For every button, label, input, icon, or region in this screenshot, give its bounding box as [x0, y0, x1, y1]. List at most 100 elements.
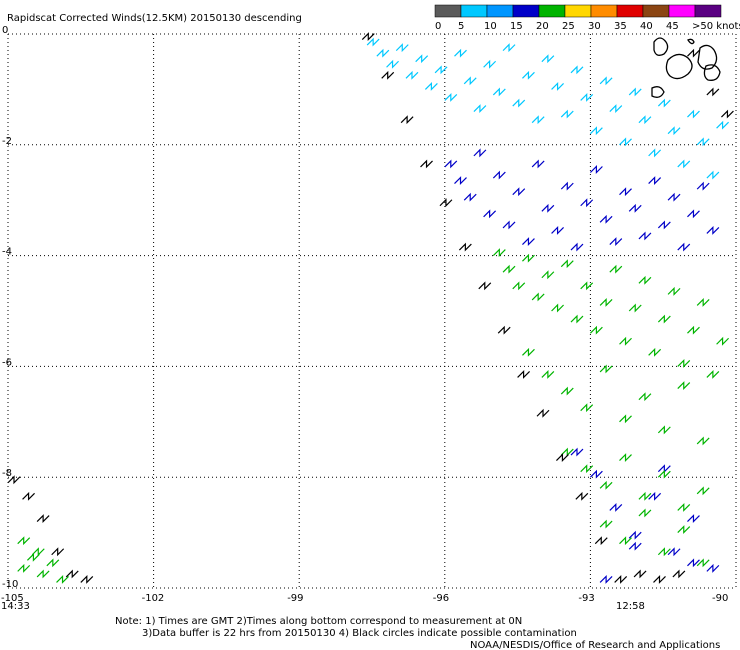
- wind-barb: [721, 109, 734, 119]
- wind-barb: [570, 447, 584, 457]
- wind-barb: [696, 181, 710, 191]
- wind-barb: [522, 347, 535, 357]
- coastline-segment: [703, 64, 721, 81]
- coastline-segment: [665, 53, 693, 80]
- wind-barb: [522, 253, 535, 263]
- wind-barb: [26, 552, 40, 562]
- wind-barb: [628, 530, 642, 540]
- legend-swatch: [564, 4, 592, 18]
- wind-barb: [672, 569, 686, 579]
- wind-barb: [648, 176, 662, 186]
- wind-barb: [657, 220, 671, 230]
- wind-barb: [677, 381, 691, 391]
- note-line-2: 3)Data buffer is 22 hrs from 20150130 4)…: [142, 628, 577, 639]
- wind-barb: [575, 491, 589, 501]
- wind-barb: [580, 464, 594, 474]
- wind-barb: [366, 37, 380, 47]
- y-tick-label: -4: [2, 247, 12, 258]
- chart-title: Rapidscat Corrected Winds(12.5KM) 201501…: [7, 13, 302, 24]
- wind-barb: [17, 536, 31, 546]
- legend-swatch: [590, 4, 618, 18]
- wind-barb: [444, 159, 458, 169]
- wind-barb: [667, 547, 681, 557]
- x-tick-label: -93: [578, 593, 594, 604]
- grid: [7, 33, 737, 589]
- wind-barb: [36, 569, 50, 579]
- wind-barb: [531, 292, 545, 302]
- legend-label: 5: [458, 21, 464, 32]
- wind-barb: [716, 120, 730, 130]
- wind-barb: [497, 325, 511, 335]
- legend-label: 40: [640, 21, 653, 32]
- wind-barb: [531, 159, 545, 169]
- wind-barb: [619, 336, 632, 346]
- wind-barb: [648, 491, 662, 501]
- wind-barb: [56, 575, 69, 584]
- wind-barb: [439, 198, 453, 208]
- wind-barb: [594, 536, 608, 546]
- legend-label: 0: [435, 21, 441, 32]
- axis-tick-labels: 0 -2 -4 -6 -8 -10 -105 -102 -99 -96 -93 -90: [1, 25, 728, 604]
- y-tick-label: -8: [2, 468, 12, 479]
- wind-barb: [381, 70, 395, 80]
- wind-barb: [7, 475, 21, 485]
- y-tick-label: 0: [2, 25, 8, 36]
- wind-barb: [657, 469, 671, 479]
- wind-barb: [619, 187, 632, 197]
- wind-barb: [628, 541, 642, 551]
- wind-barb: [599, 214, 613, 224]
- wind-barb: [696, 486, 710, 496]
- wind-barb: [420, 159, 433, 169]
- island-coastline: [651, 37, 721, 98]
- wind-barb: [667, 126, 681, 136]
- legend-swatch: [486, 4, 514, 18]
- wind-barb: [619, 137, 632, 147]
- legend-label: 20: [536, 21, 549, 32]
- wind-barb: [536, 408, 550, 418]
- wind-barb: [473, 104, 487, 114]
- wind-barb: [633, 569, 647, 579]
- wind-barb: [80, 575, 94, 584]
- wind-barb: [483, 209, 497, 219]
- wind-barb: [628, 303, 642, 313]
- wind-barb: [638, 392, 652, 402]
- wind-barb: [580, 281, 594, 291]
- time-label-right: 12:58: [616, 601, 645, 612]
- wind-barb: [653, 575, 666, 584]
- wind-barb: [444, 93, 458, 102]
- time-label-left: 14:33: [1, 601, 30, 612]
- wind-barb: [400, 115, 414, 125]
- wind-barb: [657, 98, 671, 108]
- wind-barb: [454, 48, 467, 58]
- wind-barb: [677, 242, 691, 252]
- wind-barb: [589, 126, 603, 136]
- legend-label: 35: [614, 21, 627, 32]
- legend-label: 45: [666, 21, 679, 32]
- wind-barb: [434, 65, 448, 75]
- wind-barb: [657, 314, 671, 324]
- wind-barb: [677, 358, 691, 368]
- legend-label: 10: [484, 21, 497, 32]
- y-tick-label: -10: [2, 579, 18, 590]
- legend-label: 30: [588, 21, 601, 32]
- wind-barb: [706, 87, 720, 97]
- credit-line: NOAA/NESDIS/Office of Research and Appli…: [470, 640, 720, 650]
- wind-barb: [619, 414, 632, 424]
- wind-barb: [657, 547, 671, 557]
- x-tick-label: -90: [712, 593, 728, 604]
- wind-barb: [570, 65, 584, 75]
- wind-barb: [580, 198, 594, 208]
- wind-barb: [638, 491, 652, 501]
- coastline-segment: [687, 38, 695, 45]
- legend-label: 25: [562, 21, 575, 32]
- wind-barb: [706, 225, 720, 235]
- wind-barb: [706, 563, 720, 573]
- wind-barb: [599, 298, 613, 307]
- wind-barb: [696, 298, 710, 307]
- y-tick-label: -6: [2, 357, 12, 368]
- wind-barb: [502, 43, 516, 53]
- wind-barb: [551, 303, 564, 313]
- wind-barb: [463, 192, 477, 202]
- wind-barb: [512, 281, 526, 291]
